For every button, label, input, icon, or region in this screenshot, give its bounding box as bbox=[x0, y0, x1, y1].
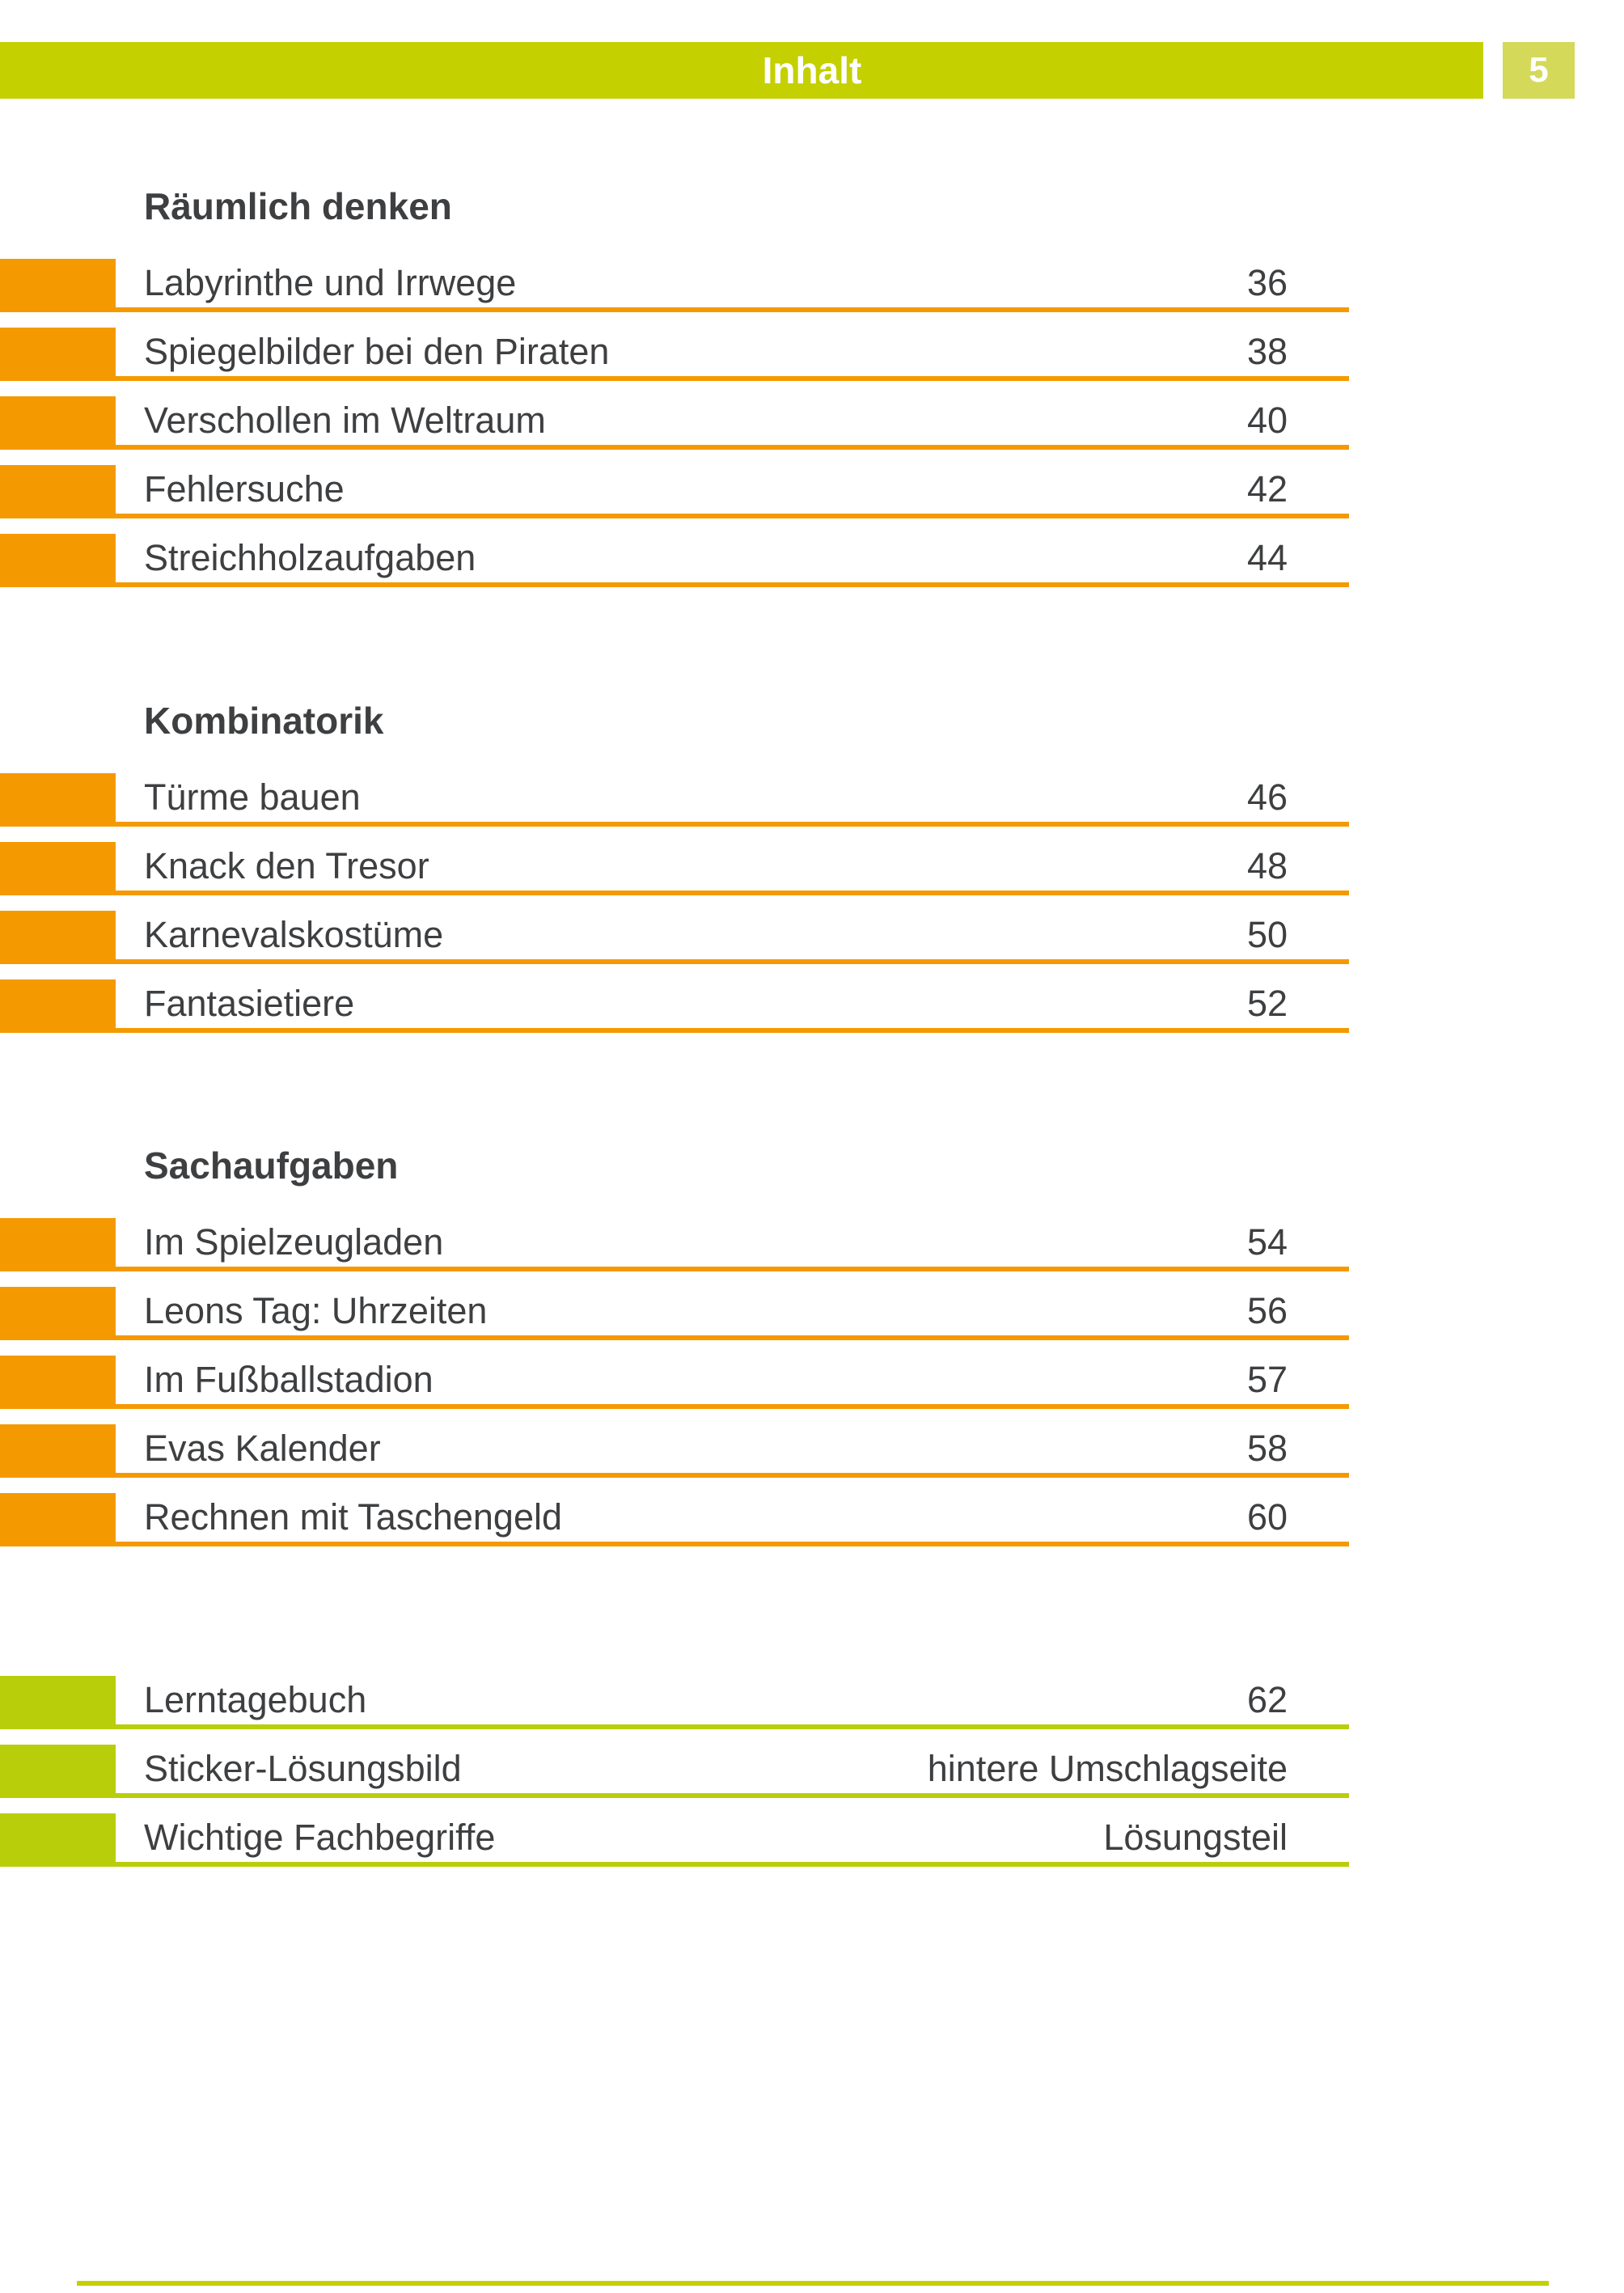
header-bar bbox=[0, 42, 1483, 99]
section-rows: Im Spielzeugladen 54 Leons Tag: Uhrzeiten 5… bbox=[0, 1203, 1349, 1546]
row-underline bbox=[0, 514, 1349, 518]
toc-entry-title: Wichtige Fachbegriffe bbox=[144, 1817, 496, 1858]
toc-entry-page: 57 bbox=[1246, 1359, 1288, 1400]
row-accent-block bbox=[0, 1218, 116, 1271]
row-underline bbox=[0, 445, 1349, 450]
page-title: Inhalt bbox=[762, 49, 862, 91]
toc-entry-page: 60 bbox=[1246, 1496, 1288, 1538]
toc-entry-page: 38 bbox=[1246, 331, 1288, 372]
toc-entry-title: Labyrinthe und Irrwege bbox=[144, 262, 517, 303]
row-underline bbox=[0, 822, 1349, 827]
toc-entry-title: Fantasietiere bbox=[144, 983, 355, 1024]
toc-entry-title: Karnevalskostüme bbox=[144, 914, 444, 955]
toc-entry-title: Fehlersuche bbox=[144, 468, 345, 510]
row-underline bbox=[0, 376, 1349, 381]
section-heading: Kombinatorik bbox=[144, 700, 384, 742]
section-heading: Sachaufgaben bbox=[144, 1144, 399, 1187]
row-underline bbox=[0, 1542, 1349, 1546]
toc-entry-title: Spiegelbilder bei den Piraten bbox=[144, 331, 610, 372]
row-underline bbox=[0, 891, 1349, 895]
toc-row: Labyrinthe und Irrwege 36 bbox=[0, 243, 1349, 312]
toc-row: Karnevalskostüme 50 bbox=[0, 895, 1349, 964]
row-underline bbox=[0, 1793, 1349, 1798]
toc-entry-page: 36 bbox=[1246, 262, 1288, 303]
toc-row: Wichtige Fachbegriffe Lösungsteil bbox=[0, 1798, 1349, 1867]
toc-row: Fehlersuche 42 bbox=[0, 450, 1349, 518]
section-heading: Räumlich denken bbox=[144, 185, 452, 227]
toc-entry-page: 54 bbox=[1246, 1221, 1288, 1263]
row-underline bbox=[0, 1724, 1349, 1729]
row-accent-block bbox=[0, 534, 116, 587]
toc-row: Im Spielzeugladen 54 bbox=[0, 1203, 1349, 1271]
row-underline bbox=[0, 1267, 1349, 1271]
row-accent-block bbox=[0, 842, 116, 895]
toc-entry-page: Lösungsteil bbox=[1103, 1817, 1288, 1858]
row-accent-block bbox=[0, 773, 116, 827]
toc-entry-page: hintere Umschlagseite bbox=[927, 1748, 1288, 1789]
toc-entry-title: Verschollen im Weltraum bbox=[144, 400, 546, 441]
toc-entry-page: 40 bbox=[1246, 400, 1288, 441]
row-accent-block bbox=[0, 1356, 116, 1409]
toc-entry-page: 52 bbox=[1246, 983, 1288, 1024]
row-accent-block bbox=[0, 259, 116, 312]
section-rows: Türme bauen 46 Knack den Tresor 48 Karnevals… bbox=[0, 758, 1349, 1033]
row-accent-block bbox=[0, 1813, 116, 1867]
row-underline bbox=[0, 1028, 1349, 1033]
row-accent-block bbox=[0, 396, 116, 450]
row-accent-block bbox=[0, 1287, 116, 1340]
toc-row: Evas Kalender 58 bbox=[0, 1409, 1349, 1478]
toc-entry-title: Streichholzaufgaben bbox=[144, 537, 476, 578]
toc-entry-title: Im Fußballstadion bbox=[144, 1359, 433, 1400]
row-underline bbox=[0, 1473, 1349, 1478]
toc-entry-title: Lerntagebuch bbox=[144, 1679, 367, 1720]
toc-row: Lerntagebuch 62 bbox=[0, 1661, 1349, 1729]
row-underline bbox=[0, 1862, 1349, 1867]
row-underline bbox=[0, 307, 1349, 312]
toc-entry-page: 42 bbox=[1246, 468, 1288, 510]
toc-row: Im Fußballstadion 57 bbox=[0, 1340, 1349, 1409]
section-rows: Lerntagebuch 62 Sticker-Lösungsbild hintere… bbox=[0, 1661, 1349, 1867]
page-number-badge: 5 bbox=[1503, 42, 1575, 99]
row-accent-block bbox=[0, 328, 116, 381]
toc-row: Türme bauen 46 bbox=[0, 758, 1349, 827]
toc-entry-page: 48 bbox=[1246, 845, 1288, 886]
row-accent-block bbox=[0, 465, 116, 518]
row-underline bbox=[0, 959, 1349, 964]
toc-entry-page: 44 bbox=[1246, 537, 1288, 578]
row-accent-block bbox=[0, 979, 116, 1033]
toc-entry-title: Evas Kalender bbox=[144, 1428, 381, 1469]
toc-entry-title: Leons Tag: Uhrzeiten bbox=[144, 1290, 488, 1331]
row-underline bbox=[0, 582, 1349, 587]
toc-row: Rechnen mit Taschengeld 60 bbox=[0, 1478, 1349, 1546]
toc-entry-page: 46 bbox=[1246, 776, 1288, 818]
toc-entry-title: Knack den Tresor bbox=[144, 845, 429, 886]
row-underline bbox=[0, 1404, 1349, 1409]
row-accent-block bbox=[0, 1424, 116, 1478]
row-accent-block bbox=[0, 1493, 116, 1546]
toc-row: Sticker-Lösungsbild hintere Umschlagseite bbox=[0, 1729, 1349, 1798]
toc-row: Verschollen im Weltraum 40 bbox=[0, 381, 1349, 450]
toc-row: Fantasietiere 52 bbox=[0, 964, 1349, 1033]
row-accent-block bbox=[0, 1676, 116, 1729]
toc-entry-title: Rechnen mit Taschengeld bbox=[144, 1496, 562, 1538]
section-rows: Labyrinthe und Irrwege 36 Spiegelbilder be… bbox=[0, 243, 1349, 587]
toc-entry-page: 50 bbox=[1246, 914, 1288, 955]
toc-row: Leons Tag: Uhrzeiten 56 bbox=[0, 1271, 1349, 1340]
toc-entry-title: Im Spielzeugladen bbox=[144, 1221, 444, 1263]
toc-entry-page: 56 bbox=[1246, 1290, 1288, 1331]
toc-entry-title: Türme bauen bbox=[144, 776, 361, 818]
toc-entry-title: Sticker-Lösungsbild bbox=[144, 1748, 462, 1789]
bottom-page-rule bbox=[77, 2281, 1549, 2286]
row-underline bbox=[0, 1335, 1349, 1340]
toc-entry-page: 58 bbox=[1246, 1428, 1288, 1469]
toc-row: Spiegelbilder bei den Piraten 38 bbox=[0, 312, 1349, 381]
toc-row: Streichholzaufgaben 44 bbox=[0, 518, 1349, 587]
toc-row: Knack den Tresor 48 bbox=[0, 827, 1349, 895]
row-accent-block bbox=[0, 911, 116, 964]
toc-entry-page: 62 bbox=[1246, 1679, 1288, 1720]
row-accent-block bbox=[0, 1745, 116, 1798]
